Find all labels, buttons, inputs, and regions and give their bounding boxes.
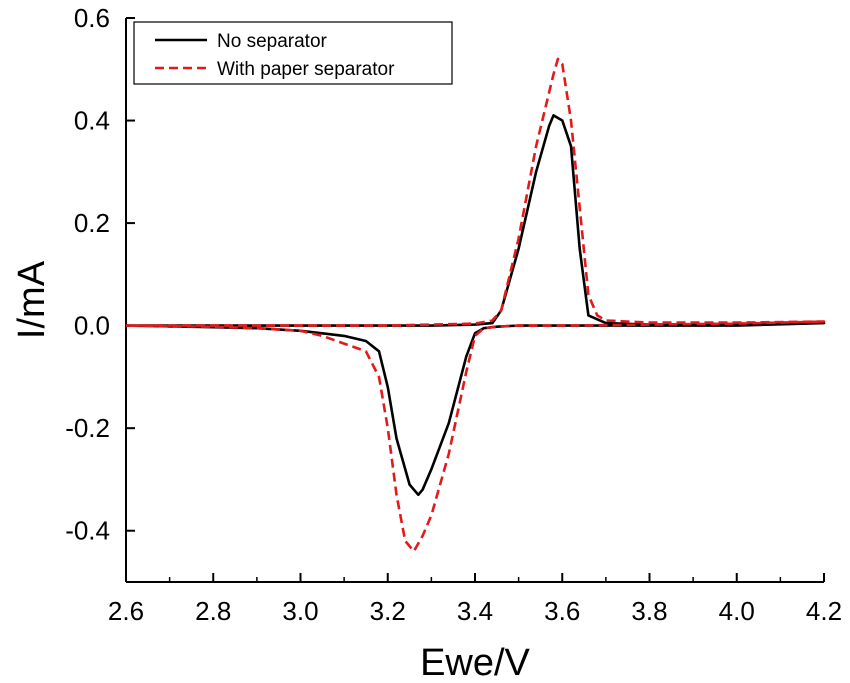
legend: No separator With paper separator <box>133 21 453 85</box>
x-tick-label: 2.8 <box>195 596 231 626</box>
x-tick-label: 4.0 <box>719 596 755 626</box>
y-tick-label: 0.2 <box>74 208 110 238</box>
x-axis-title: Ewe/V <box>420 642 530 683</box>
legend-label-paper-separator: With paper separator <box>217 59 395 80</box>
x-tick-label: 3.2 <box>370 596 406 626</box>
x-tick-label: 3.4 <box>457 596 493 626</box>
legend-box <box>133 21 453 85</box>
y-tick-label: 0.6 <box>74 3 110 33</box>
x-tick-label: 3.8 <box>631 596 667 626</box>
x-tick-label: 2.6 <box>108 596 144 626</box>
y-tick-label: 0.0 <box>74 311 110 341</box>
series-line-0 <box>125 114 826 497</box>
y-tick-label: -0.4 <box>65 516 110 546</box>
y-tick-label: 0.4 <box>74 106 110 136</box>
y-tick-label: -0.2 <box>65 413 110 443</box>
series-line-1 <box>125 57 826 553</box>
y-axis-title: I/mA <box>11 260 53 339</box>
x-tick-label: 3.0 <box>282 596 318 626</box>
plot-frame <box>125 18 824 583</box>
x-tick-label: 3.6 <box>544 596 580 626</box>
legend-label-no-separator: No separator <box>217 31 328 52</box>
y-axis-ticks: -0.4 -0.2 0.0 0.2 0.4 0.6 <box>65 3 135 546</box>
x-axis-ticks: 2.6 2.8 3.0 3.2 3.4 3.6 3.8 4.0 4.2 <box>108 573 842 626</box>
series-layer <box>125 57 826 553</box>
x-tick-label: 4.2 <box>806 596 842 626</box>
